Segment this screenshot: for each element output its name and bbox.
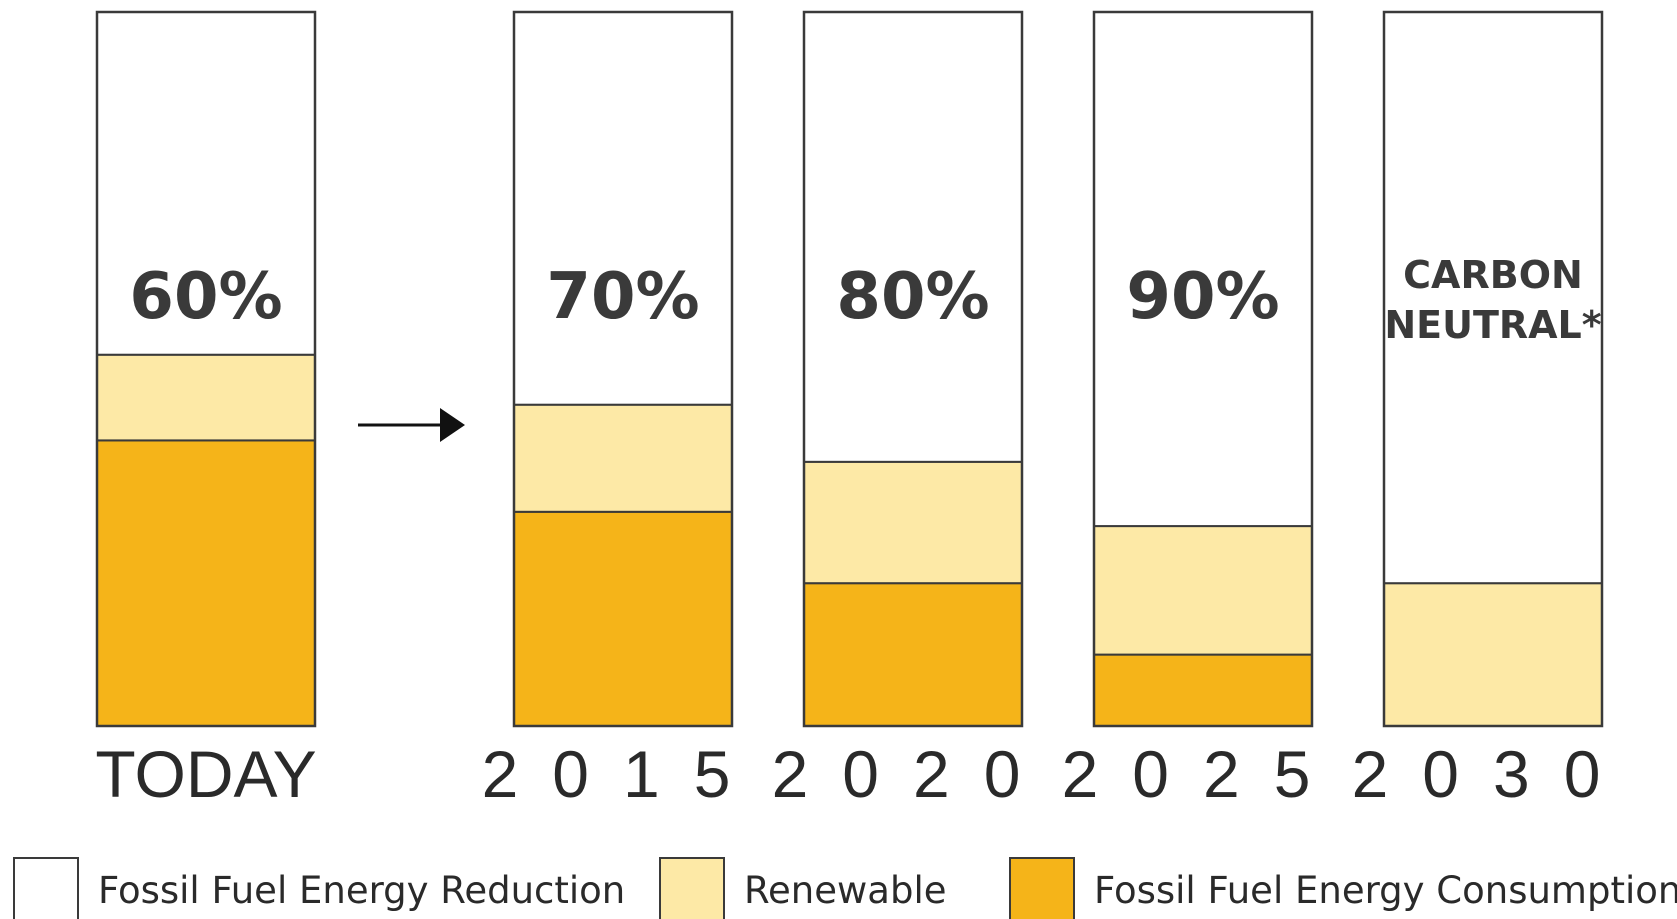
bar-value-label: CARBON — [1403, 253, 1583, 297]
bar-outline-today — [95, 10, 317, 728]
category-label: 2015 — [482, 737, 765, 811]
bar-segment-fossil-consumption-today — [96, 439, 316, 727]
bar-segment-renewable-2030 — [1383, 582, 1603, 728]
bar-segment-fossil-reduction-2020 — [803, 11, 1023, 463]
arrow-head — [440, 408, 465, 442]
category-label: 2020 — [772, 737, 1055, 811]
bar-segment-fossil-reduction-2030 — [1383, 11, 1603, 585]
bar-segment-fossil-reduction-2015 — [513, 11, 733, 406]
category-label: 2025 — [1062, 737, 1345, 811]
category-label: 2030 — [1352, 737, 1635, 811]
legend-swatch-fossil-reduction — [13, 857, 79, 919]
legend-swatch-fossil-consumption — [1009, 857, 1075, 919]
bar-segment-fossil-consumption-2025 — [1093, 653, 1313, 727]
bar-value-label: NEUTRAL* — [1384, 303, 1601, 347]
legend-label-fossil-consumption: Fossil Fuel Energy Consumption — [1094, 869, 1677, 912]
bar-segment-fossil-consumption-2015 — [513, 510, 733, 727]
bar-value-label: 80% — [836, 260, 989, 334]
legend-label-renewable: Renewable — [744, 869, 947, 912]
bar-outline-2015 — [512, 10, 734, 728]
category-label: TODAY — [95, 737, 316, 811]
bar-segment-renewable-2025 — [1093, 525, 1313, 656]
bar-outline-2030 — [1382, 10, 1604, 728]
bar-value-label: 90% — [1126, 260, 1279, 334]
bar-segment-renewable-2015 — [513, 403, 733, 513]
bar-segment-fossil-consumption-2020 — [803, 582, 1023, 728]
bar-segment-renewable-today — [96, 353, 316, 442]
bar-outline-2020 — [802, 10, 1024, 728]
legend-swatch-renewable — [659, 857, 725, 919]
bar-value-label: 60% — [129, 260, 282, 334]
bar-value-label: 70% — [546, 260, 699, 334]
legend-label-fossil-reduction: Fossil Fuel Energy Reduction — [98, 869, 625, 912]
bar-segment-fossil-reduction-2025 — [1093, 11, 1313, 528]
bar-segment-renewable-2020 — [803, 460, 1023, 585]
bar-outline-2025 — [1092, 10, 1314, 728]
bar-segment-fossil-reduction-today — [96, 11, 316, 356]
